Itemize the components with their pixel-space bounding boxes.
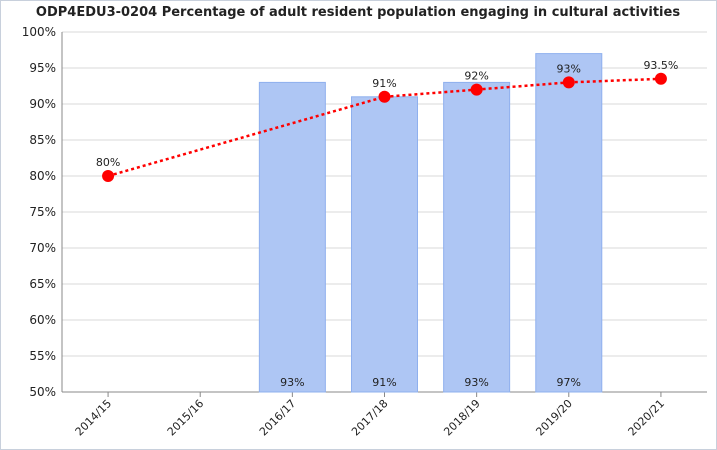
bar xyxy=(258,81,326,393)
point-label: 93.5% xyxy=(643,59,678,72)
point-label: 92% xyxy=(464,70,488,83)
y-tick-label: 90% xyxy=(29,97,56,111)
bar xyxy=(443,81,511,393)
y-tick-label: 95% xyxy=(29,61,56,75)
bar-label: 93% xyxy=(464,376,488,389)
y-tick-label: 60% xyxy=(29,313,56,327)
line-point xyxy=(654,72,667,85)
line-point xyxy=(470,83,483,96)
y-tick-label: 100% xyxy=(22,25,56,39)
chart-title: ODP4EDU3-0204 Percentage of adult reside… xyxy=(36,5,680,20)
point-label: 93% xyxy=(557,62,581,75)
bar-label: 97% xyxy=(557,376,581,389)
y-tick-label: 85% xyxy=(29,133,56,147)
bar-label: 93% xyxy=(280,376,304,389)
bar xyxy=(351,96,418,393)
point-label: 91% xyxy=(372,77,396,90)
line-point xyxy=(378,90,391,103)
y-tick-label: 80% xyxy=(29,169,56,183)
y-tick-label: 55% xyxy=(29,349,56,363)
line-point xyxy=(562,76,575,89)
bar-label: 91% xyxy=(372,376,396,389)
bar xyxy=(535,53,603,393)
y-tick-label: 70% xyxy=(29,241,56,255)
point-label: 80% xyxy=(96,156,120,169)
line-point xyxy=(102,170,115,182)
y-tick-label: 75% xyxy=(29,205,56,219)
y-tick-label: 65% xyxy=(29,277,56,291)
y-tick-label: 50% xyxy=(29,385,56,399)
